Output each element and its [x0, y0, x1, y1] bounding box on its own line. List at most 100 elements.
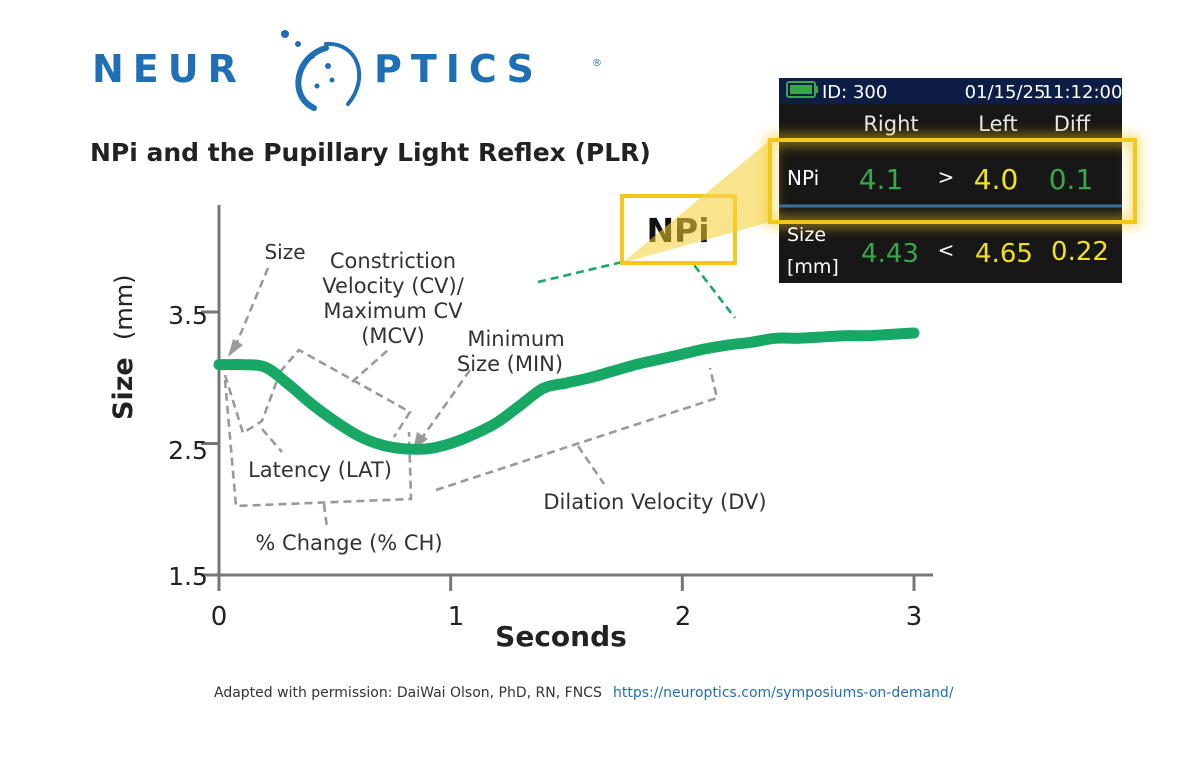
curve-point	[492, 418, 502, 428]
annotation-cv-line4: (MCV)	[361, 324, 425, 348]
curve-point	[608, 366, 618, 376]
annotation-cv-line2: Velocity (CV)/	[322, 274, 464, 298]
monitor-screen	[779, 78, 1122, 283]
annotation-min-line2: Size (MIN)	[457, 352, 563, 376]
dv-bracket	[435, 367, 719, 492]
curve-point	[399, 444, 409, 454]
npi-row-highlight	[768, 138, 1137, 224]
curve-point	[793, 333, 803, 343]
registered-mark: ®	[592, 58, 602, 69]
x-tick-label-2: 2	[675, 602, 692, 632]
x-tick-label-0: 0	[211, 602, 228, 632]
column-right: Right	[863, 112, 918, 136]
curve-point	[469, 429, 479, 439]
annotation-percent-change: % Change (% CH)	[255, 531, 442, 555]
size-diff-value: 0.22	[1051, 237, 1109, 267]
curve-point	[585, 373, 595, 383]
curve-point	[214, 360, 224, 370]
y-tick-label-3.5: 3.5	[168, 301, 208, 330]
column-left: Left	[978, 112, 1018, 136]
monitor-id: ID: 300	[822, 82, 887, 103]
annotation-brackets	[223, 348, 719, 529]
y-tick-label-1.5: 1.5	[168, 562, 208, 591]
tick-marks	[201, 310, 916, 591]
curve-point	[631, 360, 641, 370]
percent-change-leader	[322, 503, 329, 529]
logo-text-right: PTICS	[374, 47, 543, 91]
annotation-cv-line3: Maximum CV	[323, 299, 463, 323]
curve-point	[226, 360, 236, 370]
x-tick-label-1: 1	[448, 602, 465, 632]
axes	[201, 205, 933, 591]
x-axis-label: Seconds	[495, 620, 627, 653]
curve-point	[816, 332, 826, 342]
monitor-date: 01/15/25	[965, 82, 1046, 103]
pupil-size-curve	[213, 327, 920, 455]
battery-icon	[786, 81, 818, 98]
monitor-time: 11:12:00	[1042, 82, 1123, 103]
y-axis-label-unit: (mm)	[110, 275, 138, 340]
curve-point	[515, 400, 525, 410]
percent-change-bracket	[223, 379, 413, 508]
size-left-value: 4.65	[975, 239, 1033, 269]
curve-point	[353, 431, 363, 441]
curve-point	[376, 440, 386, 450]
curve-point	[677, 349, 687, 359]
curve-point	[538, 383, 548, 393]
cv-leader	[351, 349, 389, 383]
highlight-beam	[622, 140, 770, 263]
credit-link[interactable]: https://neuroptics.com/symposiums-on-dem…	[613, 685, 954, 701]
chart-title: NPi and the Pupillary Light Reflex (PLR)	[90, 138, 651, 167]
dv-leader	[576, 445, 606, 485]
annotation-dilation-velocity: Dilation Velocity (DV)	[543, 490, 766, 514]
curve-point	[654, 354, 664, 364]
curve-point	[863, 331, 873, 341]
curve-point	[446, 439, 456, 449]
curve-point	[701, 344, 711, 354]
npi-compare-sign: >	[938, 165, 955, 189]
curve-point	[307, 399, 317, 409]
annotation-cv-line1: Constriction	[330, 249, 456, 273]
size-arrow-head	[228, 339, 243, 357]
y-axis-label-bold: Size	[108, 357, 139, 420]
credit-text: Adapted with permission: DaiWai Olson, P…	[214, 685, 602, 701]
monitor-display: ID: 300 01/15/25 11:12:00 Right Left Dif…	[622, 78, 1140, 283]
curve-point	[423, 444, 433, 454]
curve-point	[330, 416, 340, 426]
x-tick-label-3: 3	[906, 602, 923, 632]
curve-point	[747, 337, 757, 347]
npi-row-label: NPi	[787, 166, 819, 190]
size-right-value: 4.43	[861, 239, 919, 269]
logo-text-left: NEUR	[92, 47, 246, 91]
latency-leader	[261, 428, 283, 453]
npi-left-value: 4.0	[974, 163, 1019, 196]
neuroptics-logo: NEUR PTICS ®	[92, 30, 602, 111]
curve-point	[284, 379, 294, 389]
curve-point	[724, 340, 734, 350]
data-points	[214, 328, 919, 454]
curve-point	[909, 328, 919, 338]
size-row-label-2: [mm]	[787, 256, 839, 278]
curve-point	[770, 333, 780, 343]
min-arrow-line	[420, 369, 472, 439]
eye-logo-icon	[281, 30, 362, 111]
curve-point	[260, 362, 270, 372]
column-diff: Diff	[1054, 112, 1091, 136]
curve-point	[562, 378, 572, 388]
y-axis-label: Size (mm)	[108, 275, 139, 420]
y-tick-label-2.5: 2.5	[168, 436, 208, 465]
size-arrow-line	[234, 267, 270, 346]
npi-right-value: 4.1	[859, 163, 904, 196]
size-compare-sign: <	[938, 238, 955, 262]
annotation-min-line1: Minimum	[467, 327, 564, 351]
size-row-label-1: Size	[787, 224, 826, 246]
monitor-header-bar	[779, 78, 1122, 104]
annotation-latency: Latency (LAT)	[248, 458, 392, 482]
npi-diff-value: 0.1	[1049, 163, 1094, 196]
latency-bracket	[223, 374, 280, 436]
curve-point	[840, 331, 850, 341]
curve-point	[886, 329, 896, 339]
annotation-size: Size	[264, 240, 305, 264]
